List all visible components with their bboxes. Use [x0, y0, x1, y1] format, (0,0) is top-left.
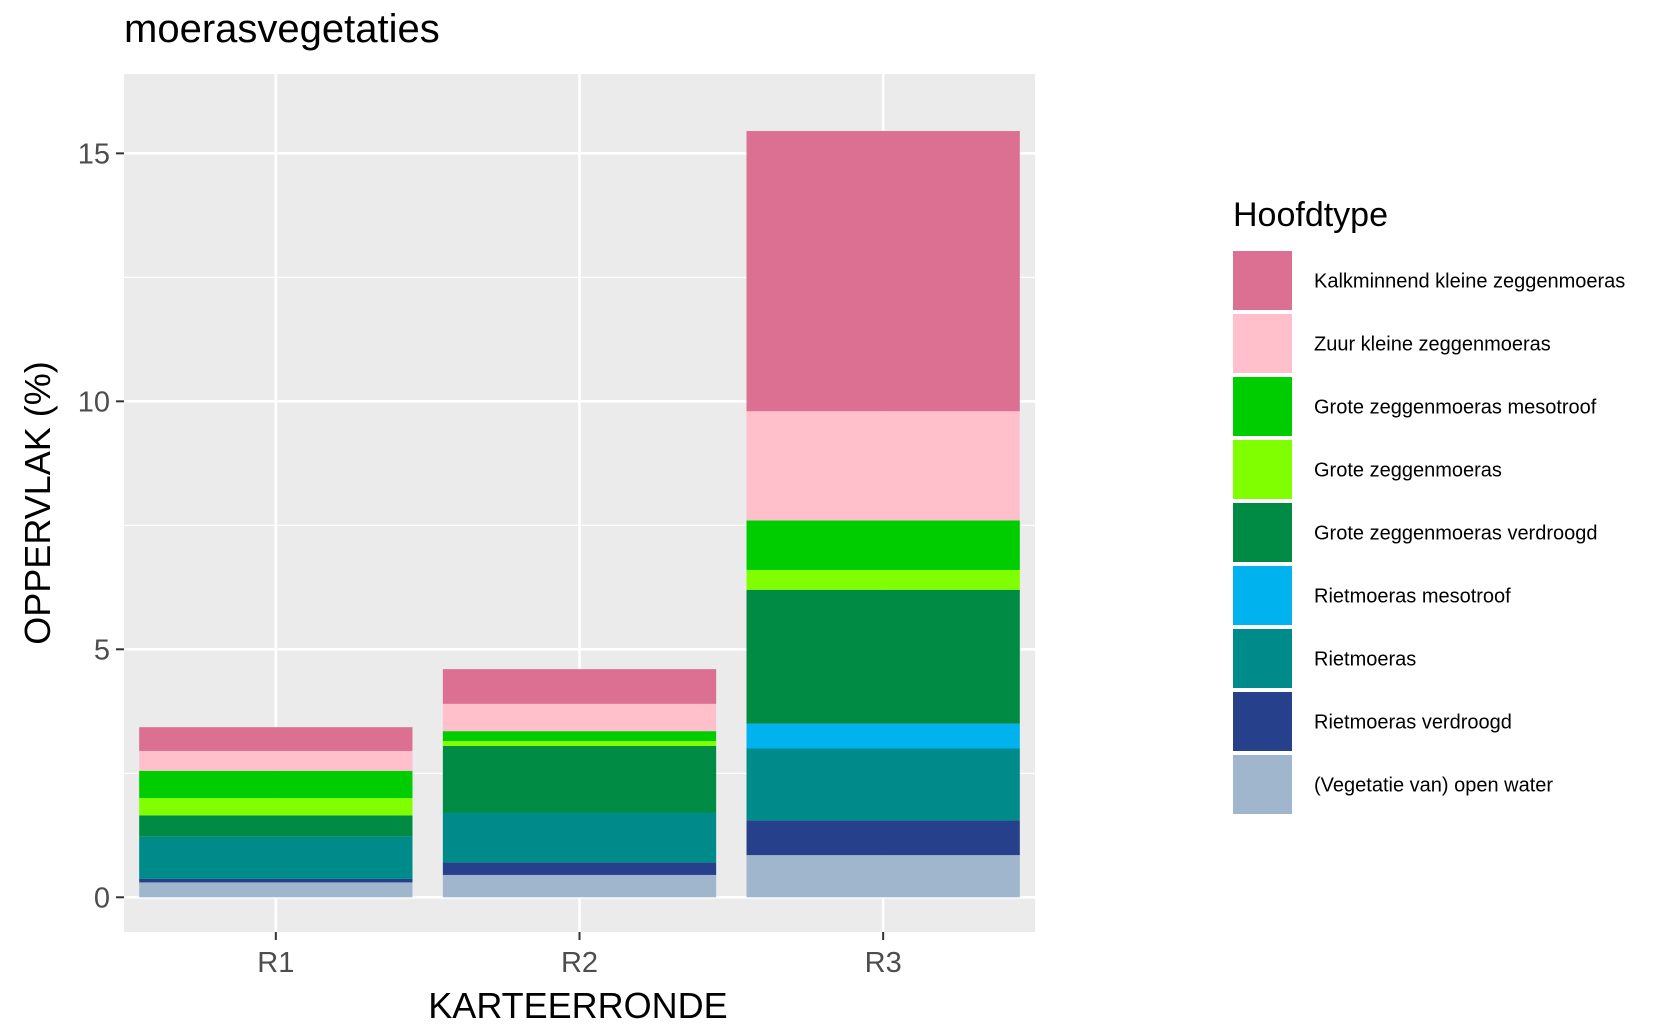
bar-segment — [746, 411, 1020, 521]
x-tick-label: R2 — [561, 947, 598, 979]
bar-segment — [139, 798, 413, 816]
bar-segment — [139, 878, 413, 883]
bar-segment — [746, 723, 1020, 749]
legend-label: Grote zeggenmoeras mesotroof — [1314, 397, 1597, 419]
legend-key — [1233, 503, 1292, 562]
legend-key — [1233, 692, 1292, 751]
y-axis-title: OPPERVLAK (%) — [17, 361, 58, 644]
bar-segment — [442, 741, 717, 747]
legend-key — [1233, 377, 1292, 436]
legend-key — [1233, 629, 1292, 688]
bar-segment — [139, 882, 413, 898]
legend-label: Zuur kleine zeggenmoeras — [1314, 334, 1551, 356]
y-tick-label: 0 — [94, 882, 110, 914]
legend-label: Grote zeggenmoeras verdroogd — [1314, 523, 1598, 545]
bar-segment — [746, 820, 1020, 856]
bar-segment — [139, 815, 413, 837]
legend-label: Rietmoeras mesotroof — [1314, 586, 1511, 608]
legend-key — [1233, 566, 1292, 625]
bar-segment — [746, 131, 1020, 412]
x-axis-title: KARTEERRONDE — [428, 985, 727, 1025]
x-tick-label: R3 — [865, 947, 902, 979]
bar-segment — [746, 520, 1020, 570]
legend-key — [1233, 251, 1292, 310]
bar-segment — [139, 770, 413, 799]
legend-key — [1233, 314, 1292, 373]
bar-segment — [442, 703, 717, 732]
bar-segment — [442, 731, 717, 742]
bar-segment — [139, 836, 413, 879]
y-tick-label: 10 — [78, 386, 110, 418]
bar-segment — [442, 812, 717, 863]
y-tick-label: 15 — [78, 138, 110, 170]
legend: Kalkminnend kleine zeggenmoeras Zuur klei… — [1233, 251, 1625, 814]
axes: 0 5 10 15 R1 R2 R3 — [78, 138, 902, 979]
bar-segment — [746, 748, 1020, 821]
legend-label: Rietmoeras verdroogd — [1314, 712, 1512, 734]
x-tick-label: R1 — [257, 947, 294, 979]
legend-key — [1233, 755, 1292, 814]
bar-segment — [746, 855, 1020, 898]
bar-segment — [746, 569, 1020, 590]
legend-label: Kalkminnend kleine zeggenmoeras — [1314, 271, 1625, 293]
bar-segment — [442, 746, 717, 813]
bar-segment — [442, 862, 717, 875]
legend-title: Hoofdtype — [1233, 196, 1388, 234]
bar-segment — [442, 874, 717, 898]
bar-segment — [139, 750, 413, 771]
chart-title: moerasvegetaties — [124, 7, 440, 51]
bar-segment — [139, 727, 413, 751]
legend-label: Rietmoeras — [1314, 649, 1416, 671]
legend-label: (Vegetatie van) open water — [1314, 775, 1553, 797]
y-tick-label: 5 — [94, 634, 110, 666]
legend-key — [1233, 440, 1292, 499]
legend-label: Grote zeggenmoeras — [1314, 460, 1502, 482]
bars — [139, 131, 1020, 898]
bar-segment — [442, 669, 717, 704]
bar-segment — [746, 589, 1020, 724]
